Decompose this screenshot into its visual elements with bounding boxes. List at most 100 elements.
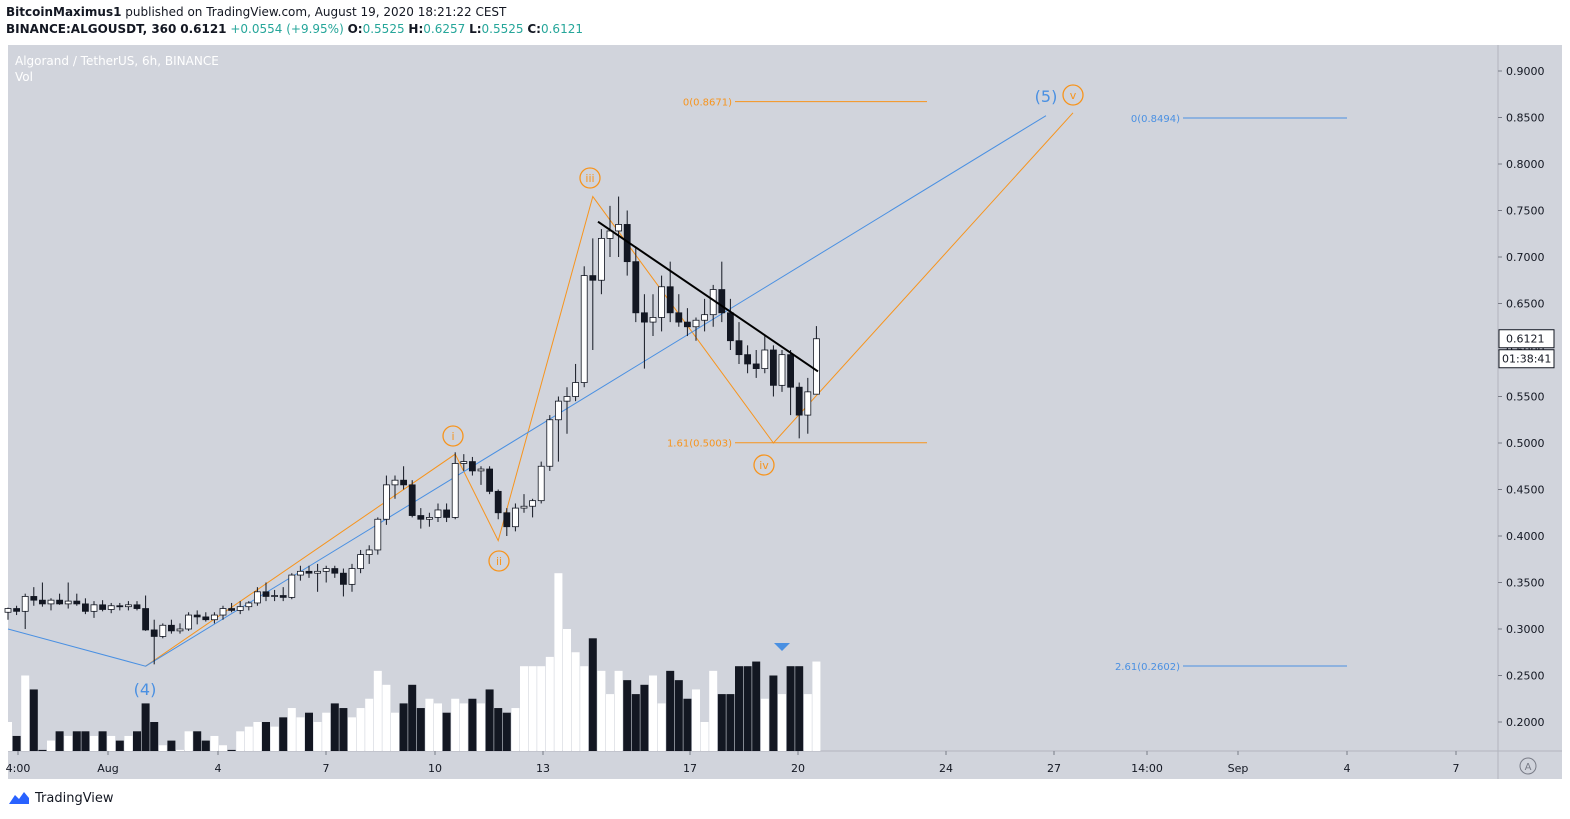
time-axis[interactable] xyxy=(8,751,1562,779)
candle-body xyxy=(245,602,253,608)
candle-body xyxy=(382,484,390,520)
volume-bar xyxy=(640,684,649,751)
candle-body xyxy=(133,604,141,609)
wave-label-iv: iv xyxy=(759,459,769,472)
volume-bar xyxy=(778,694,786,751)
candle-body xyxy=(348,568,356,585)
candle-body xyxy=(331,568,339,574)
volume-bar xyxy=(520,666,528,751)
candle-body xyxy=(150,629,158,637)
close-label: C: xyxy=(527,22,541,36)
volume-bar xyxy=(141,703,150,751)
high-value: 0.6257 xyxy=(423,22,466,36)
pair-legend: Algorand / TetherUS, 6h, BINANCE xyxy=(15,54,219,68)
axis-labels: 0.90000.85000.80000.75000.70000.65000.60… xyxy=(6,65,1555,775)
volume-bar xyxy=(55,731,64,751)
volume-bar xyxy=(588,638,597,751)
volume-bar xyxy=(322,712,331,751)
price-chart[interactable]: Algorand / TetherUS, 6h, BINANCE Vol 0(0… xyxy=(0,0,1570,790)
volume-bar xyxy=(244,726,253,751)
x-tick-label: 10 xyxy=(428,762,442,775)
wave-label-circle xyxy=(579,167,601,189)
volume-bar xyxy=(795,666,804,751)
volume-bar xyxy=(227,749,236,751)
plot-area[interactable] xyxy=(8,45,1498,751)
x-tick-label: 20 xyxy=(791,762,805,775)
candle-body xyxy=(512,507,519,528)
candle-body xyxy=(125,604,132,608)
volume-bar xyxy=(537,666,546,751)
candle-body xyxy=(761,349,769,370)
volume-bar xyxy=(743,666,752,751)
candle-body xyxy=(434,509,442,518)
candles-layer xyxy=(4,196,820,665)
volume-bar xyxy=(709,670,718,751)
volume-bar xyxy=(124,735,133,751)
price-axis[interactable] xyxy=(1498,45,1562,751)
candle-body xyxy=(580,275,588,383)
low-value: 0.5525 xyxy=(481,22,524,36)
candle-body xyxy=(701,314,708,321)
y-tick-label: 0.4500 xyxy=(1506,484,1545,497)
volume-bar xyxy=(545,656,554,751)
fib-level-label: 2.61(0.2602) xyxy=(1115,662,1180,673)
volume-bar xyxy=(253,722,262,751)
volume-bar xyxy=(150,722,159,751)
volume-bar xyxy=(184,731,193,751)
candle-body xyxy=(649,317,657,323)
volume-bar xyxy=(528,666,537,751)
x-tick-label: 7 xyxy=(323,762,330,775)
candle-body xyxy=(193,614,201,618)
volume-bar xyxy=(606,694,614,751)
auto-scale-button[interactable] xyxy=(1519,757,1537,775)
fib-level-label: 0(0.8671) xyxy=(683,98,732,109)
candle-body xyxy=(555,400,562,421)
candle-body xyxy=(296,570,304,576)
open-label: O: xyxy=(347,22,363,36)
candle-body xyxy=(305,570,313,574)
candle-body xyxy=(142,608,150,631)
fib-level-label: 1.61(0.5003) xyxy=(667,439,732,450)
volume-bar xyxy=(167,740,176,751)
volume-bar xyxy=(502,712,511,751)
y-tick-label: 0.4000 xyxy=(1506,530,1545,543)
volume-bar xyxy=(477,703,485,751)
candle-body xyxy=(314,570,322,574)
x-tick-label: 4:00 xyxy=(6,762,31,775)
candle-body xyxy=(271,595,279,597)
volume-bar xyxy=(38,749,47,751)
candle-body xyxy=(778,354,786,386)
y-tick-label: 0.7000 xyxy=(1506,251,1545,264)
tradingview-footer[interactable]: TradingView xyxy=(8,790,114,806)
high-label: H: xyxy=(408,22,424,36)
volume-bar xyxy=(262,722,270,751)
volume-bar xyxy=(735,666,743,751)
candle-body xyxy=(718,289,726,314)
candle-body xyxy=(262,591,270,597)
candle-body xyxy=(185,614,193,630)
candle-body xyxy=(322,568,330,572)
x-tick-label: Sep xyxy=(1228,762,1249,775)
volume-bar xyxy=(21,675,30,751)
candle-body xyxy=(443,509,451,518)
candle-body xyxy=(529,500,536,507)
candle-body xyxy=(752,363,760,370)
tradingview-brand: TradingView xyxy=(35,790,114,806)
volume-bar xyxy=(494,708,503,751)
volume-bar xyxy=(571,652,580,751)
author-name[interactable]: BitcoinMaximus1 xyxy=(6,5,122,19)
candle-body xyxy=(425,517,433,520)
x-tick-label: 27 xyxy=(1047,762,1061,775)
candle-body xyxy=(503,512,511,528)
publish-line: BitcoinMaximus1 published on TradingView… xyxy=(6,5,506,19)
volume-bar xyxy=(81,731,90,751)
volume-bar xyxy=(236,731,245,751)
volume-bar xyxy=(683,698,692,751)
volume-bar xyxy=(468,698,477,751)
candle-body xyxy=(228,608,236,611)
volume-bar xyxy=(812,661,821,751)
candle-body xyxy=(400,479,408,486)
candle-body xyxy=(692,319,700,328)
y-tick-label: 0.6500 xyxy=(1506,298,1545,311)
candle-body xyxy=(787,354,794,388)
